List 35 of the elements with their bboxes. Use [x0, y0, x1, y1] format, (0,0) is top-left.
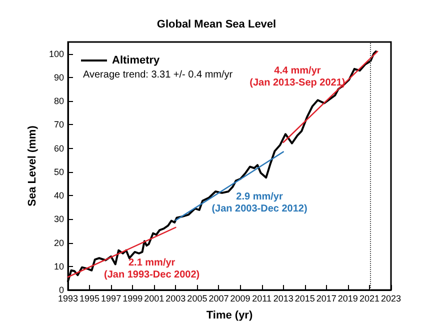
x-tick-label: 2023: [380, 294, 402, 304]
x-tick-label: 1993: [58, 294, 78, 304]
y-tick-label: 100: [48, 48, 64, 59]
x-tick-label: 1999: [122, 294, 143, 304]
x-tick-label: 2003: [166, 294, 186, 304]
y-tick-label: 70: [54, 120, 64, 130]
x-tick-label: 2013: [273, 294, 294, 304]
y-tick-label: 80: [54, 96, 64, 106]
x-axis-title: Time (yr): [206, 310, 253, 322]
y-tick-label: 0: [58, 285, 64, 295]
x-tick-label: 2017: [316, 294, 336, 304]
x-tick-label: 2007: [208, 294, 229, 304]
chart-title: Global Mean Sea Level: [156, 18, 276, 30]
x-tick-label: 2015: [294, 294, 315, 304]
series-label: 2.9 mm/yr (Jan 2003-Dec 2012): [212, 192, 308, 215]
y-tick-label: 30: [54, 214, 64, 224]
y-tick-label: 10: [54, 261, 64, 272]
y-tick-label: 90: [54, 72, 64, 82]
x-tick-label: 2019: [338, 294, 358, 304]
series-label: 4.4 mm/yr (Jan 2013-Sep 2021): [250, 65, 346, 88]
annotation: Average trend: 3.31 +/- 0.4 mm/yr: [83, 70, 234, 80]
y-axis-title: Sea Level (mm): [26, 125, 39, 206]
y-tick-label: 40: [54, 190, 64, 201]
y-tick-label: 20: [54, 238, 64, 248]
x-tick-label: 2011: [252, 294, 272, 304]
y-tick-label: 60: [54, 143, 64, 154]
x-tick-label: 2021: [359, 294, 380, 304]
x-tick-label: 2009: [230, 294, 250, 304]
x-tick-label: 1995: [80, 294, 100, 304]
series-label: 2.1 mm/yr (Jan 1993-Dec 2002): [104, 258, 200, 281]
x-tick-label: 1997: [101, 294, 122, 304]
y-tick-label: 50: [54, 166, 64, 177]
legend-label: Altimetry: [112, 54, 161, 66]
x-tick-label: 2005: [187, 294, 208, 304]
x-tick-label: 2001: [144, 294, 164, 304]
